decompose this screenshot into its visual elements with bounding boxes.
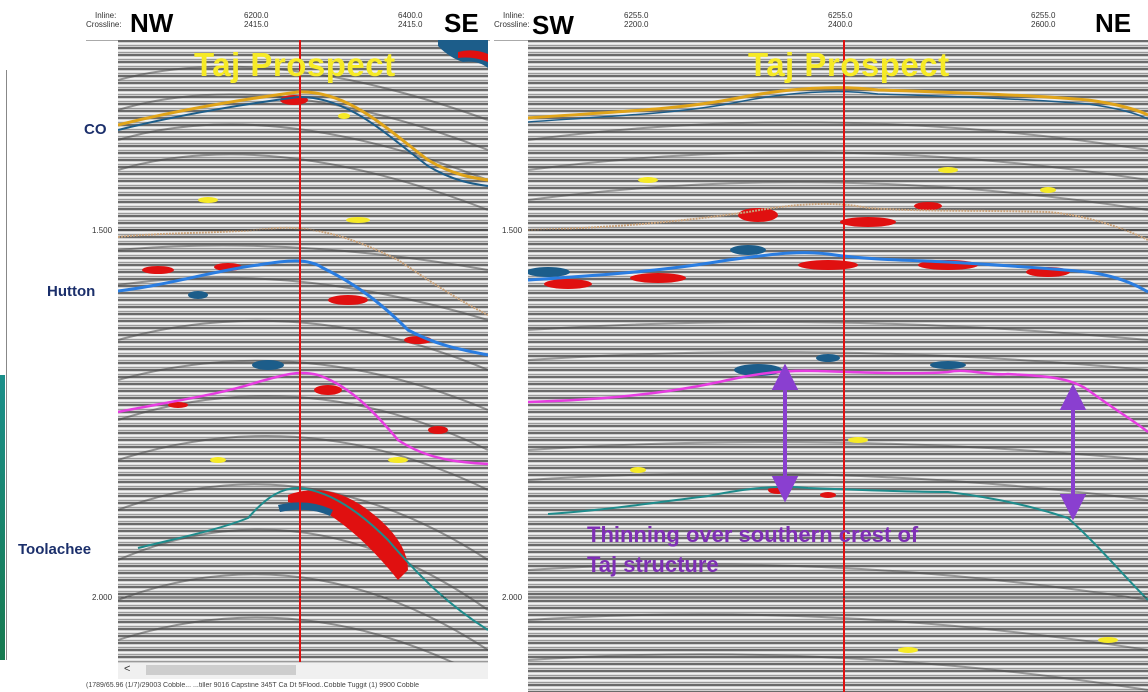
left-seismic-section xyxy=(118,40,488,662)
right-horizon-co xyxy=(528,86,1148,120)
right-horizon-magenta xyxy=(528,369,1148,433)
right-horizon-toolachee xyxy=(547,485,1148,601)
right-dir-sw: SW xyxy=(532,10,574,40)
right-trace-c-inline: 6255.0 xyxy=(1031,11,1056,20)
thinning-arrow-1 xyxy=(771,363,799,503)
label-toolachee: Toolachee xyxy=(18,541,92,558)
left-crossline-label: Crossline: xyxy=(86,20,122,29)
left-horizon-toolachee xyxy=(137,486,488,631)
left-dir-se: SE xyxy=(444,8,479,38)
left-corner-blob xyxy=(438,40,488,68)
left-horizon-tan xyxy=(118,226,488,316)
right-time-tick-1500: 1.500 xyxy=(502,226,523,235)
left-sidebar-edge xyxy=(0,70,7,660)
right-time-tick-2000: 2.000 xyxy=(502,593,523,602)
right-dir-ne: NE xyxy=(1095,8,1132,38)
right-title: Taj Prospect xyxy=(748,46,950,83)
right-horizon-tan xyxy=(528,202,1148,241)
left-time-tick-1500: 1.500 xyxy=(92,226,113,235)
right-seismic-panel: Inline: Crossline: SW NE 6255.0 2200.0 6… xyxy=(494,0,1148,692)
left-scroll-thumb[interactable] xyxy=(146,665,296,675)
left-inline-label: Inline: xyxy=(95,11,117,20)
label-co: CO xyxy=(84,121,107,138)
right-trace-a-crossline: 2200.0 xyxy=(624,20,649,29)
annotation-line-1: Thinning over southern crest of xyxy=(587,522,919,547)
left-trace-b-crossline: 2415.0 xyxy=(398,20,423,29)
thinning-arrow-2 xyxy=(1059,383,1087,521)
left-sidebar-strip xyxy=(0,375,5,660)
right-trace-a-inline: 6255.0 xyxy=(624,11,649,20)
right-trace-b-crossline: 2400.0 xyxy=(828,20,853,29)
right-crossline-label: Crossline: xyxy=(494,20,530,29)
left-scroll-arrow[interactable]: < xyxy=(124,663,131,675)
right-trace-c-crossline: 2600.0 xyxy=(1031,20,1056,29)
left-horizon-hutton xyxy=(118,259,488,357)
right-inline-label: Inline: xyxy=(503,11,525,20)
right-seismic-section xyxy=(528,40,1148,692)
left-trace-b-inline: 6400.0 xyxy=(398,11,423,20)
left-time-tick-2000: 2.000 xyxy=(92,593,113,602)
left-footer-text: (1789/65.96 (1/7)/29003 Cobble... ...til… xyxy=(86,682,419,689)
thinning-annotation: Thinning over southern crest of Taj stru… xyxy=(587,520,918,580)
left-seismic-panel: Inline: Crossline: NW SE 6200.0 2415.0 6… xyxy=(86,0,490,692)
right-horizon-hutton xyxy=(528,251,1148,294)
label-hutton: Hutton xyxy=(47,283,96,300)
left-title: Taj Prospect xyxy=(194,46,396,83)
left-dir-nw: NW xyxy=(130,8,174,38)
right-trace-b-inline: 6255.0 xyxy=(828,11,853,20)
annotation-line-2: Taj structure xyxy=(587,552,719,577)
left-trace-a-inline: 6200.0 xyxy=(244,11,269,20)
left-horizon-magenta xyxy=(118,371,488,466)
left-horizon-co xyxy=(118,90,488,182)
left-trace-a-crossline: 2415.0 xyxy=(244,20,269,29)
